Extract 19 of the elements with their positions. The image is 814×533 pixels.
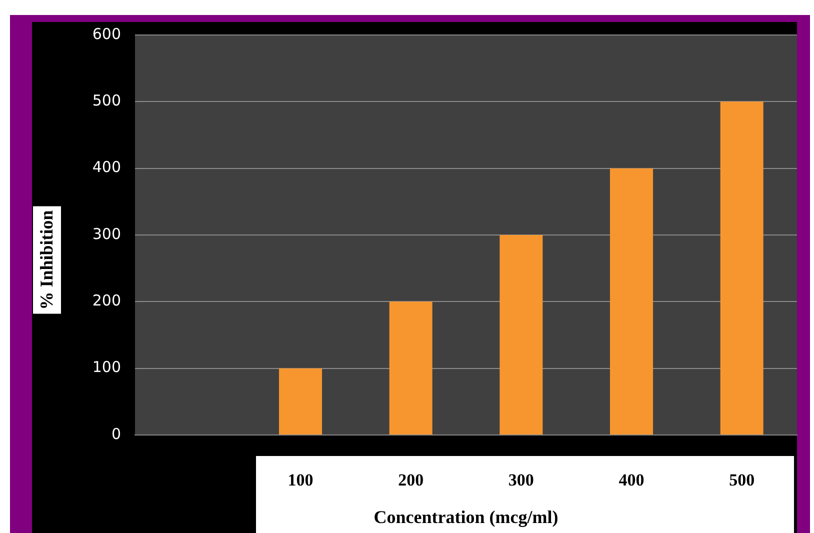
bar — [389, 302, 432, 434]
x-tick-label: 400 — [618, 470, 644, 490]
x-axis-title: Concentration (mcg/ml) — [374, 506, 558, 527]
y-tick-label: 500 — [92, 92, 121, 110]
y-tick-label: 100 — [92, 358, 121, 376]
bar — [720, 102, 764, 434]
x-tick-label: 100 — [288, 470, 314, 490]
y-tick-label: 600 — [92, 24, 121, 43]
bar — [610, 168, 654, 434]
x-tick-label: 200 — [398, 470, 424, 490]
y-tick-label: 300 — [92, 224, 121, 243]
bar — [278, 368, 322, 434]
y-tick-label: 0 — [111, 424, 121, 443]
bar — [500, 235, 543, 434]
y-tick-label: 200 — [92, 292, 121, 310]
x-tick-label: 500 — [729, 470, 755, 490]
y-tick-label: 400 — [92, 158, 121, 176]
y-axis-title: % Inhibition — [36, 210, 57, 310]
x-tick-label: 300 — [508, 470, 534, 490]
